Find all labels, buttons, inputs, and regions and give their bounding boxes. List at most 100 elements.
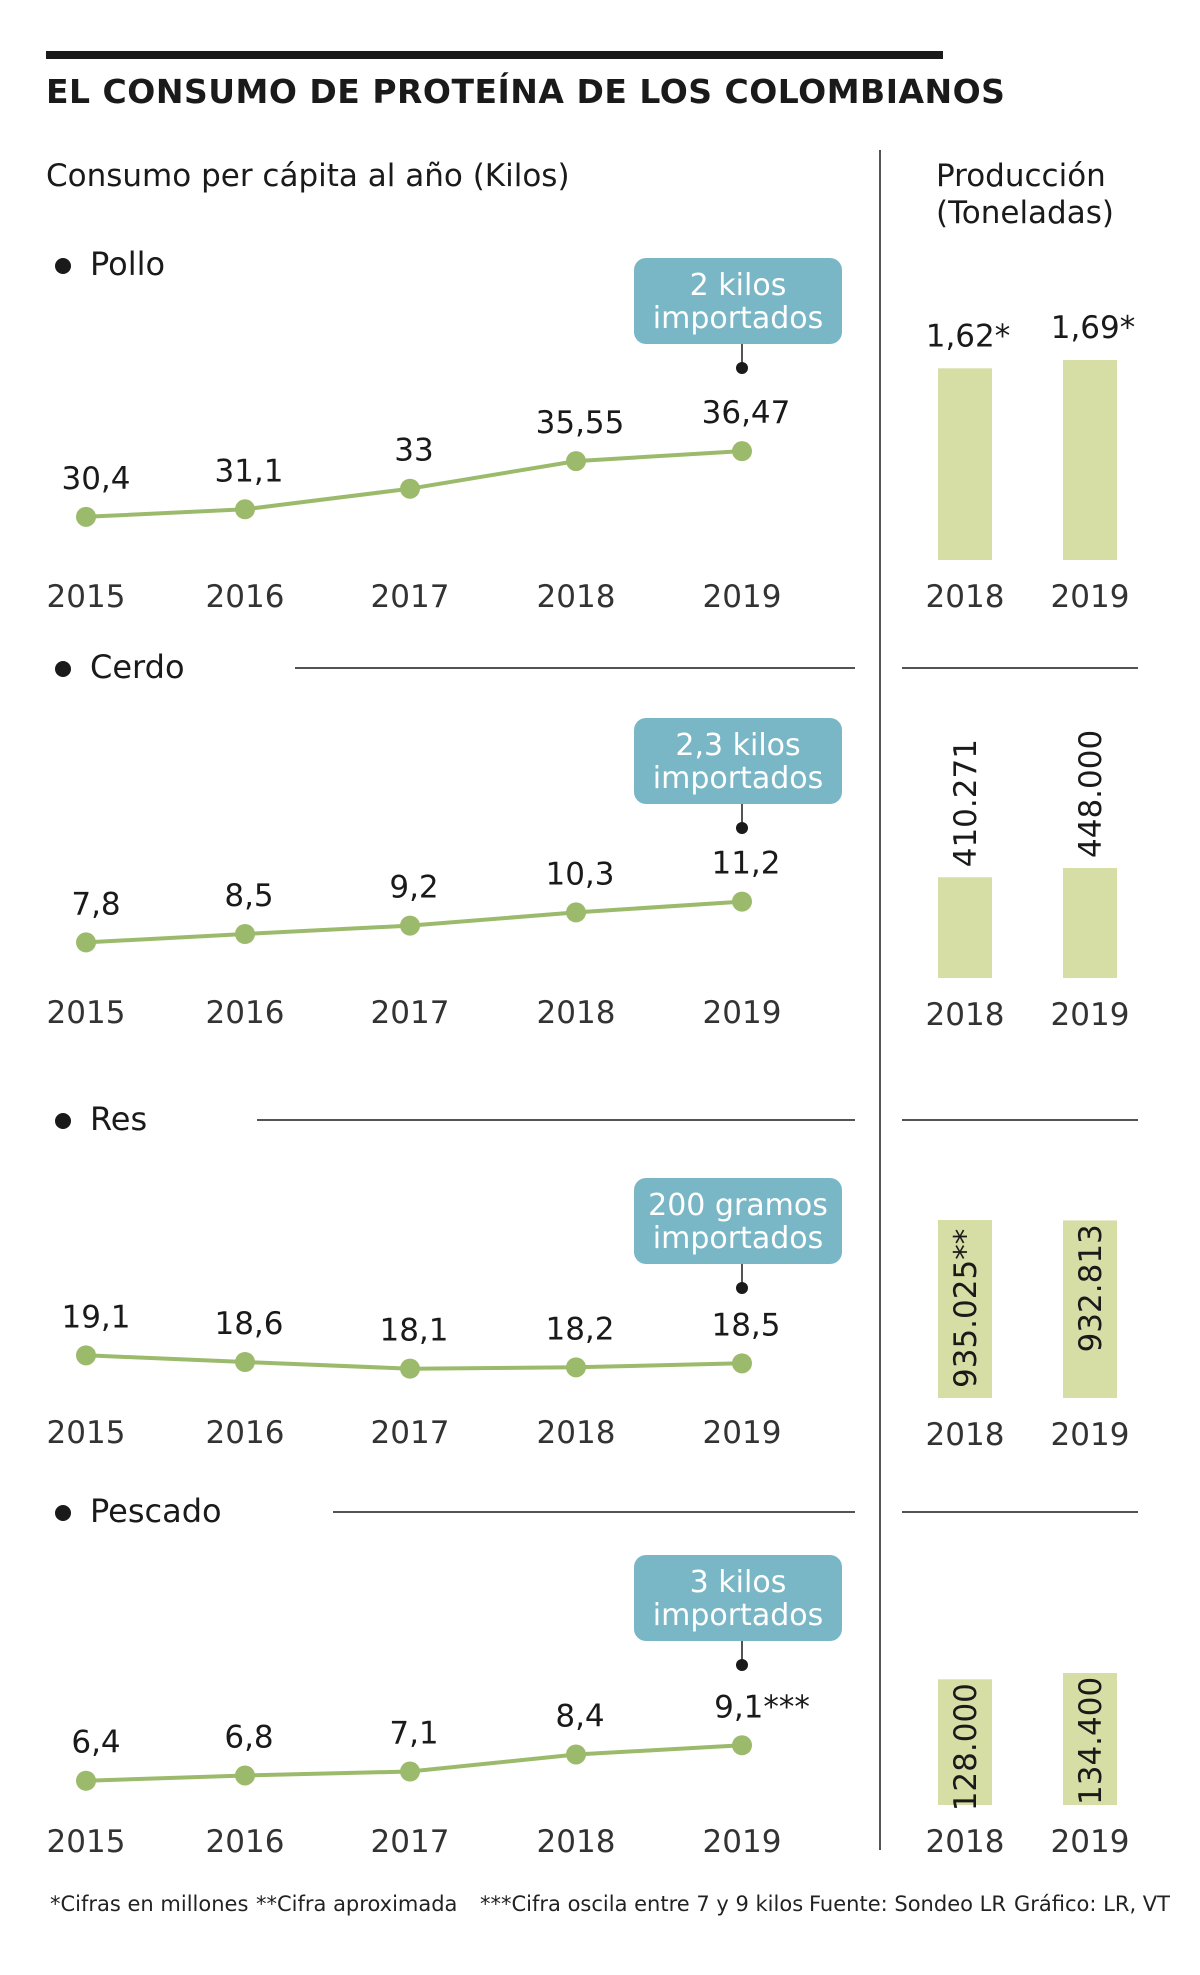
cerdo-point-2018 <box>566 902 586 923</box>
res-value-label-2016: 18,6 <box>214 1306 283 1342</box>
produccion-pescado-value-label-2019: 134.400 <box>1073 1677 1109 1805</box>
footer-note-2: **Cifra aproximada <box>256 1892 458 1916</box>
pescado-value-label-2016: 6,8 <box>224 1719 273 1755</box>
pescado-year-label-2018: 2018 <box>537 1824 616 1860</box>
cerdo-callout-box <box>634 718 842 804</box>
pescado-year-label-2017: 2017 <box>371 1824 450 1860</box>
res-point-2016 <box>235 1352 255 1372</box>
res-callout-line2: importados <box>653 1221 823 1256</box>
pescado-callout-line2: importados <box>653 1598 823 1633</box>
produccion-pescado-bar-2018 <box>938 1679 992 1805</box>
res-year-label-2019: 2019 <box>703 1415 782 1451</box>
pollo-value-label-2016: 31,1 <box>214 453 283 489</box>
pescado-point-2017 <box>400 1761 420 1782</box>
pollo-year-label-2017: 2017 <box>371 579 450 615</box>
pescado-value-label-2019: 9,1*** <box>714 1689 810 1725</box>
produccion-res-bar-2019 <box>1063 1220 1117 1398</box>
produccion-pollo-year-label-2019: 2019 <box>1051 579 1130 615</box>
production-title-line1: Producción <box>936 158 1106 194</box>
res-point-2019 <box>732 1353 752 1374</box>
res-year-label-2015: 2015 <box>47 1415 126 1451</box>
cerdo-bullet <box>55 661 71 677</box>
res-callout-dot <box>736 1282 748 1294</box>
produccion-pollo-year-label-2018: 2018 <box>926 579 1005 615</box>
res-bullet <box>55 1113 71 1129</box>
production-title: Producción (Toneladas) <box>936 158 1114 232</box>
produccion-cerdo-bar-2019 <box>1063 868 1117 978</box>
footer-note-1: *Cifras en millones <box>50 1892 249 1916</box>
cerdo-heading: Cerdo <box>90 648 185 686</box>
produccion-pescado-year-label-2018: 2018 <box>926 1824 1005 1860</box>
cerdo-point-2015 <box>76 932 96 953</box>
pescado-value-label-2018: 8,4 <box>555 1698 604 1734</box>
cerdo-callout-line1: 2,3 kilos <box>675 728 800 763</box>
res-value-label-2019: 18,5 <box>711 1307 780 1343</box>
produccion-pollo-bar-2018 <box>938 368 992 560</box>
production-title-line2: (Toneladas) <box>936 195 1114 231</box>
pescado-year-label-2016: 2016 <box>206 1824 285 1860</box>
res-callout-box <box>634 1178 842 1264</box>
pollo-value-label-2019: 36,47 <box>702 395 791 431</box>
footer-source: Fuente: Sondeo LR <box>809 1892 1006 1916</box>
pollo-point-2019 <box>732 441 752 462</box>
cerdo-value-label-2019: 11,2 <box>711 846 780 882</box>
pescado-point-2018 <box>566 1744 586 1765</box>
pescado-point-2015 <box>76 1770 96 1791</box>
produccion-cerdo-value-label-2019: 448.000 <box>1073 730 1109 858</box>
pescado-callout-line1: 3 kilos <box>690 1565 787 1600</box>
res-heading: Res <box>90 1100 147 1138</box>
produccion-pollo-value-label-2018: 1,62* <box>926 318 1011 354</box>
produccion-cerdo-year-label-2018: 2018 <box>926 997 1005 1033</box>
produccion-cerdo-year-label-2019: 2019 <box>1051 997 1130 1033</box>
pollo-callout-line2: importados <box>653 301 823 336</box>
res-value-label-2018: 18,2 <box>545 1311 614 1347</box>
pescado-point-2016 <box>235 1765 255 1786</box>
res-year-label-2018: 2018 <box>537 1415 616 1451</box>
chart-panels: Pollo 30,4 2015 31,1 2016 33 2017 35,55 2018 36,4… <box>47 245 1138 1860</box>
produccion-res-year-label-2019: 2019 <box>1051 1417 1130 1453</box>
res-year-label-2016: 2016 <box>206 1415 285 1451</box>
pescado-year-label-2015: 2015 <box>47 1824 126 1860</box>
pollo-callout-box <box>634 258 842 344</box>
pollo-heading: Pollo <box>90 245 165 283</box>
produccion-pollo-value-label-2019: 1,69* <box>1051 310 1136 346</box>
produccion-res-bar-2018 <box>938 1220 992 1398</box>
pollo-point-2015 <box>76 506 96 527</box>
cerdo-value-label-2018: 10,3 <box>545 856 614 892</box>
pescado-point-2019 <box>732 1735 752 1756</box>
cerdo-year-label-2019: 2019 <box>703 995 782 1031</box>
cerdo-value-label-2015: 7,8 <box>71 886 120 922</box>
pescado-value-label-2015: 6,4 <box>71 1725 120 1761</box>
pescado-bullet <box>55 1505 71 1521</box>
pollo-callout-line1: 2 kilos <box>690 268 787 303</box>
res-year-label-2017: 2017 <box>371 1415 450 1451</box>
produccion-cerdo-bar-2018 <box>938 877 992 978</box>
res-value-label-2017: 18,1 <box>379 1313 448 1349</box>
pescado-year-label-2019: 2019 <box>703 1824 782 1860</box>
footer-credit: Gráfico: LR, VT <box>1014 1892 1170 1916</box>
pescado-callout-box <box>634 1555 842 1641</box>
pollo-year-label-2018: 2018 <box>537 579 616 615</box>
pollo-year-label-2016: 2016 <box>206 579 285 615</box>
cerdo-value-label-2017: 9,2 <box>389 870 438 906</box>
pescado-value-label-2017: 7,1 <box>389 1716 438 1752</box>
cerdo-point-2017 <box>400 915 420 936</box>
cerdo-point-2019 <box>732 891 752 912</box>
res-callout-line1: 200 gramos <box>648 1188 828 1223</box>
pollo-bullet <box>55 258 71 274</box>
res-point-2018 <box>566 1357 586 1378</box>
pollo-year-label-2019: 2019 <box>703 579 782 615</box>
cerdo-year-label-2016: 2016 <box>206 995 285 1031</box>
pollo-point-2018 <box>566 451 586 472</box>
produccion-res-value-label-2018: 935.025** <box>948 1229 984 1388</box>
cerdo-callout-line2: importados <box>653 761 823 796</box>
produccion-pescado-value-label-2018: 128.000 <box>948 1683 984 1811</box>
cerdo-year-label-2015: 2015 <box>47 995 126 1031</box>
produccion-cerdo-value-label-2018: 410.271 <box>948 739 984 867</box>
res-value-label-2015: 19,1 <box>61 1299 130 1335</box>
cerdo-point-2016 <box>235 924 255 944</box>
pollo-year-label-2015: 2015 <box>47 579 126 615</box>
pescado-heading: Pescado <box>90 1492 222 1530</box>
res-point-2015 <box>76 1345 96 1366</box>
